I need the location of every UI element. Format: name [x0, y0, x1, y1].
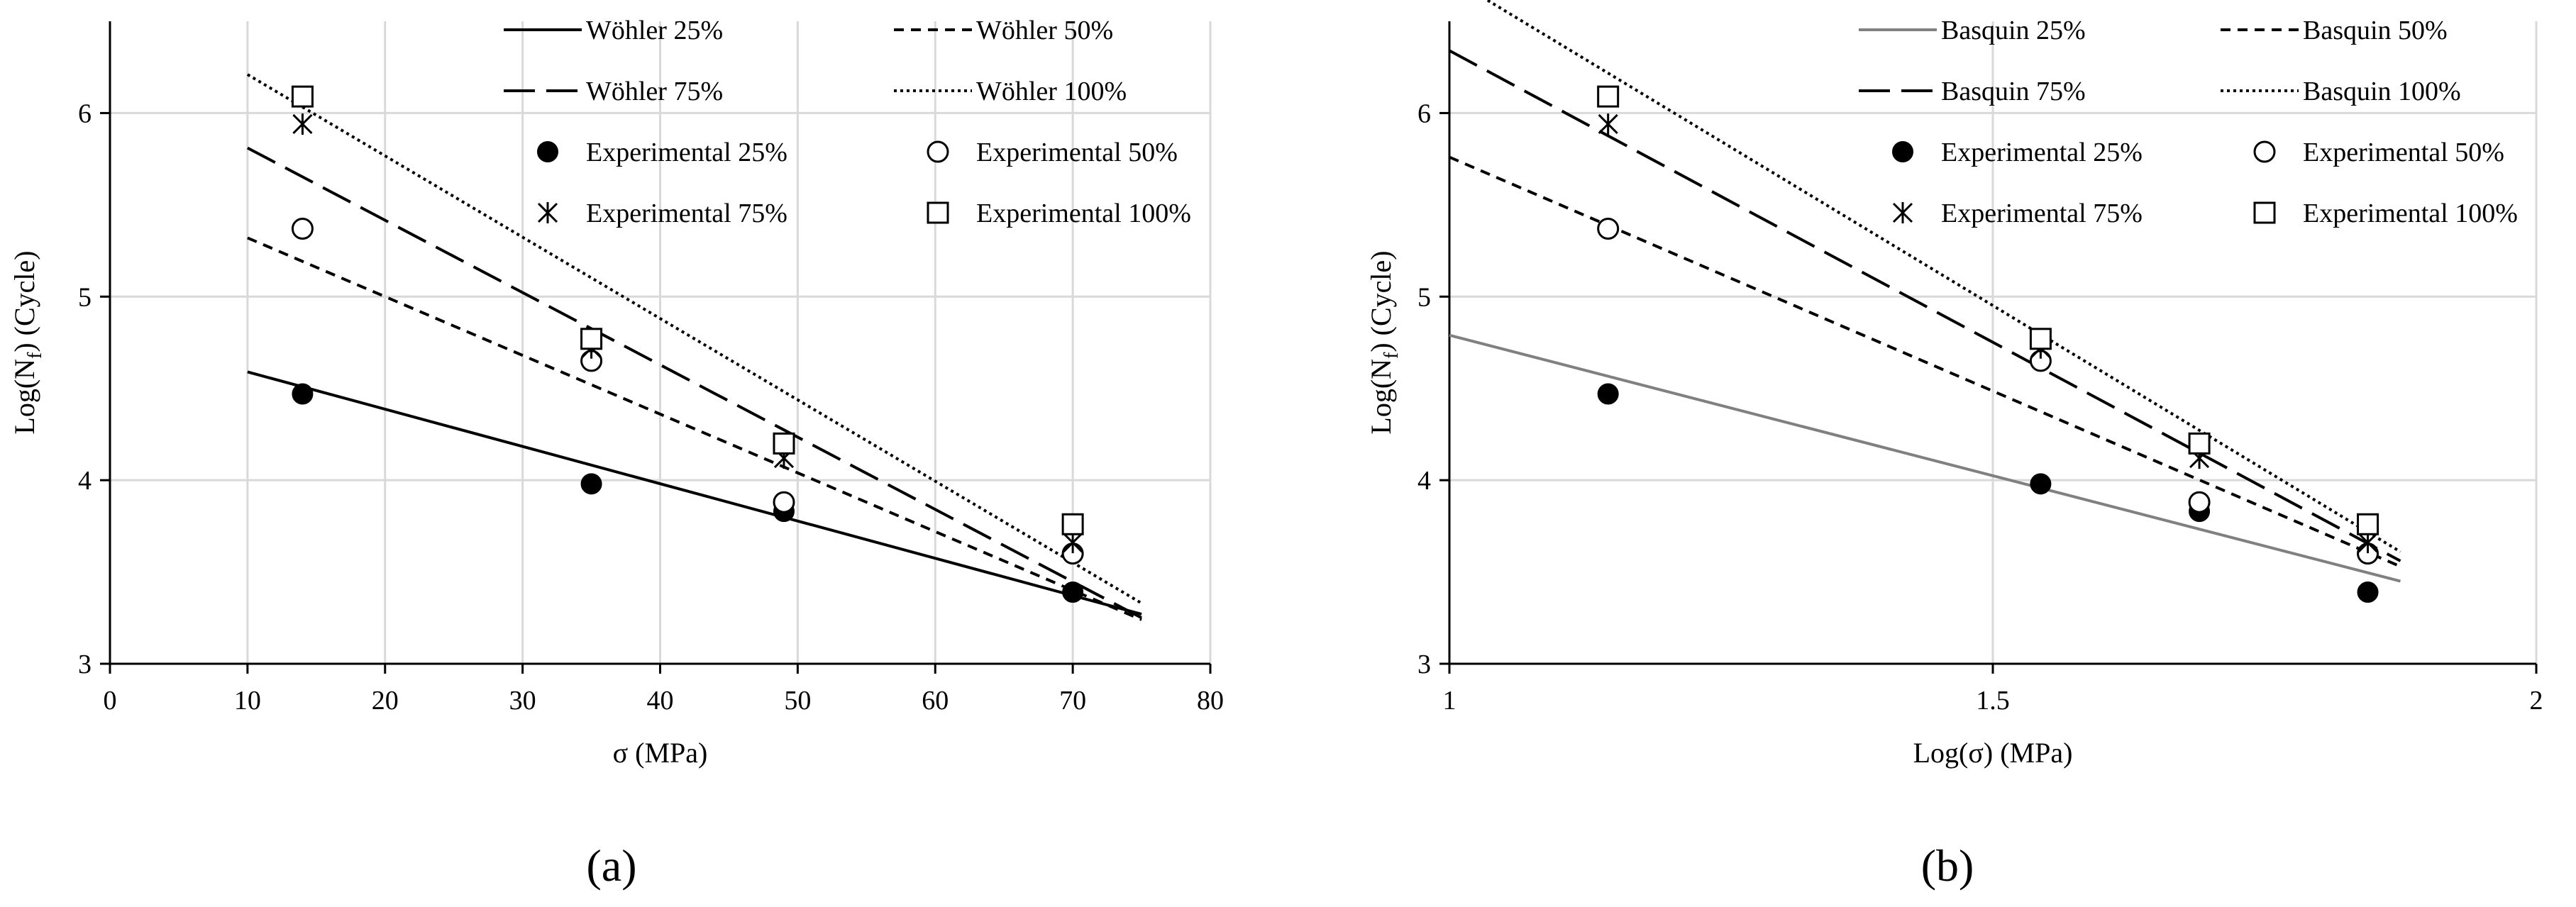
- series-line-3: [1484, 0, 2401, 553]
- series-line-0: [247, 370, 1142, 616]
- y-tick-label: 3: [1417, 650, 1431, 679]
- data-point-3: [773, 432, 795, 455]
- x-tick-label: 0: [104, 686, 117, 716]
- legend-label: Experimental 75%: [1941, 199, 2143, 228]
- y-tick-label: 4: [1417, 466, 1431, 496]
- data-point-0: [2357, 582, 2379, 603]
- x-tick-label: 70: [1059, 686, 1086, 716]
- series-line-0: [1449, 333, 2401, 583]
- y-axis-label-main: Log(N: [9, 359, 40, 435]
- y-axis-label-subscript: f: [1381, 352, 1403, 359]
- chart-panel-0: 0 10 20 30 40 50 60 70 80 3 4 5 6 σ (MPa) Log(Nf) (Cyc…: [9, 16, 1224, 891]
- legend-label: Wöhler 25%: [586, 16, 723, 45]
- data-point-3: [580, 328, 603, 350]
- chart-panel-1: 1 1.5 2 3 4 5 6 Log(σ) (MPa) Log(Nf) (Cycle) Basq…: [1365, 0, 2543, 891]
- x-axis-label: Log(σ) (MPa): [1913, 737, 2073, 769]
- data-point-3: [2357, 513, 2379, 535]
- x-tick-label: 1: [1443, 686, 1456, 716]
- legend-marker: [537, 202, 558, 223]
- legend-label: Basquin 50%: [2303, 16, 2448, 45]
- data-point-3: [291, 85, 314, 108]
- series-line-3: [246, 73, 1143, 605]
- legend-label: Experimental 100%: [976, 199, 1191, 228]
- data-point-0: [1062, 582, 1084, 603]
- data-point-3: [1061, 513, 1084, 535]
- legend-label: Experimental 25%: [586, 138, 787, 167]
- legend-label: Wöhler 75%: [586, 77, 723, 106]
- data-point-3: [1597, 85, 1620, 108]
- x-tick-label: 1.5: [1976, 686, 2010, 716]
- y-tick-label: 4: [78, 466, 92, 496]
- legend-label: Basquin 75%: [1941, 77, 2086, 106]
- y-tick-label: 6: [78, 99, 92, 128]
- x-tick-label: 60: [922, 686, 949, 716]
- data-point-0: [2030, 473, 2052, 495]
- data-point-2: [292, 113, 313, 135]
- y-axis-label-end: ) (Cycle): [1365, 250, 1397, 352]
- y-tick-label: 5: [78, 282, 92, 312]
- y-axis-label-subscript: f: [24, 352, 46, 359]
- data-point-2: [1598, 113, 1618, 135]
- y-tick-label: 3: [78, 650, 92, 679]
- data-point-0: [1597, 383, 1619, 405]
- legend-label: Experimental 50%: [976, 138, 1178, 167]
- x-tick-label: 40: [647, 686, 674, 716]
- data-point-1: [2188, 491, 2211, 513]
- y-axis-label: Log(Nf) (Cycle): [9, 250, 46, 434]
- data-point-0: [580, 473, 602, 495]
- legend-label: Wöhler 50%: [976, 16, 1113, 45]
- legend-label: Experimental 75%: [586, 199, 787, 228]
- legend-label: Wöhler 100%: [976, 77, 1127, 106]
- legend-label: Experimental 100%: [2303, 199, 2518, 228]
- series-line-2: [1449, 49, 2401, 562]
- data-point-2: [2357, 532, 2378, 554]
- legend-marker: [927, 201, 949, 224]
- data-point-1: [773, 491, 795, 513]
- y-axis-label-end: ) (Cycle): [9, 250, 40, 352]
- x-tick-label: 10: [234, 686, 261, 716]
- y-tick-label: 6: [1417, 99, 1431, 128]
- y-axis-label-main: Log(N: [1365, 359, 1397, 435]
- panel-label: (a): [586, 840, 636, 891]
- panel-label: (b): [1921, 840, 1974, 891]
- legend-marker: [1892, 141, 1913, 162]
- y-tick-label: 5: [1417, 282, 1431, 312]
- legend-marker: [2253, 140, 2276, 163]
- legend-marker: [1892, 202, 1913, 223]
- data-point-0: [292, 383, 314, 405]
- x-tick-label: 2: [2530, 686, 2543, 716]
- x-axis-label: σ (MPa): [613, 737, 708, 769]
- x-tick-label: 50: [784, 686, 811, 716]
- legend-label: Basquin 25%: [1941, 16, 2086, 45]
- x-tick-label: 80: [1197, 686, 1224, 716]
- x-tick-label: 20: [372, 686, 399, 716]
- legend-marker: [2253, 201, 2276, 224]
- legend-marker: [927, 140, 949, 163]
- legend-label: Experimental 50%: [2303, 138, 2504, 167]
- data-point-3: [2188, 432, 2211, 455]
- legend-marker: [537, 141, 558, 162]
- y-axis-label: Log(Nf) (Cycle): [1365, 250, 1403, 434]
- legend-label: Experimental 25%: [1941, 138, 2143, 167]
- series-line-1: [247, 236, 1142, 621]
- data-point-2: [1063, 532, 1083, 554]
- data-point-1: [1597, 218, 1620, 240]
- legend-label: Basquin 100%: [2303, 77, 2461, 106]
- x-tick-label: 30: [509, 686, 536, 716]
- data-point-3: [2029, 328, 2052, 350]
- data-point-1: [291, 218, 314, 240]
